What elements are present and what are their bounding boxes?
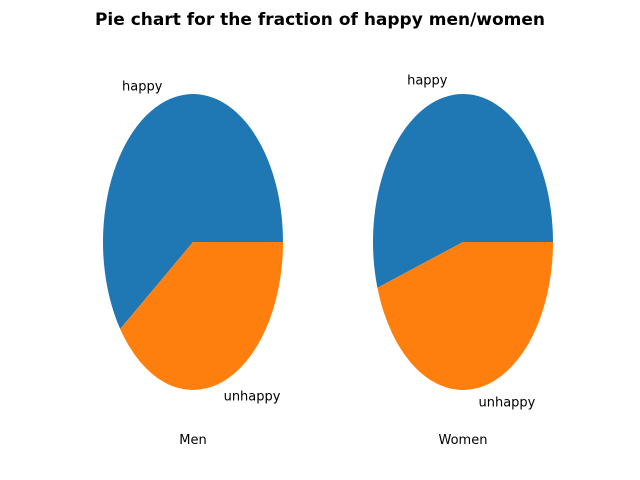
pie-label-women-happy: happy (407, 74, 448, 89)
pie-slice-women-happy (372, 93, 553, 288)
pie-label-men-happy: happy (122, 80, 163, 95)
figure-title: Pie chart for the fraction of happy men/… (95, 10, 545, 30)
pie-label-women-unhappy: unhappy (478, 395, 535, 410)
pie-chart-men: happy unhappy Men (102, 80, 283, 448)
pie-chart-women: happy unhappy Women (372, 74, 553, 448)
pie-slice-men-unhappy (120, 242, 283, 390)
pie-slice-men-happy (102, 93, 283, 329)
pie-slice-women-unhappy (377, 242, 553, 390)
pie-title-women: Women (439, 433, 488, 448)
pie-title-men: Men (179, 433, 206, 448)
pie-label-men-unhappy: unhappy (224, 389, 281, 404)
